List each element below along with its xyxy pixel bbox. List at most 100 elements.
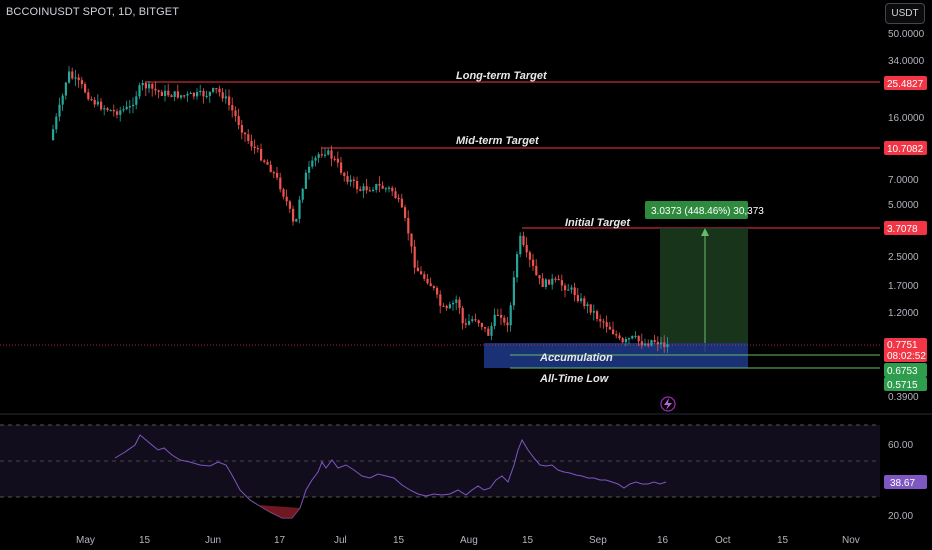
candle-body — [506, 322, 509, 326]
candle-body — [640, 341, 643, 346]
candle-body — [100, 101, 103, 110]
rsi-value-tag — [884, 475, 927, 489]
candle-body — [308, 166, 311, 173]
candle-body — [650, 340, 653, 346]
all-time-low-label: All-Time Low — [539, 373, 610, 385]
candle-body — [532, 259, 535, 266]
accumulation-price-value: 0.6753 — [887, 366, 918, 377]
candle-body — [61, 95, 64, 105]
candle-body — [432, 286, 435, 288]
time-label: Oct — [715, 535, 731, 546]
candle-body — [429, 283, 432, 287]
price-axis[interactable]: 50.0000 34.0000 16.0000 7.0000 5.0000 2.… — [888, 29, 925, 403]
candle-body — [615, 334, 618, 336]
candle-body — [196, 91, 199, 97]
candle-body — [151, 83, 154, 89]
candle-body — [484, 327, 487, 329]
time-label: May — [76, 535, 95, 546]
candle-body — [509, 305, 512, 326]
candle-body — [423, 274, 426, 279]
candle-body — [109, 110, 112, 112]
candle-body — [624, 339, 627, 343]
candle-body — [343, 172, 346, 177]
candle-body — [541, 278, 544, 287]
candle-body — [618, 335, 621, 339]
candle-body — [372, 189, 375, 192]
candle-body — [397, 198, 400, 200]
mid-term-target-label: Mid-term Target — [456, 135, 540, 147]
price-tick: 1.7000 — [888, 281, 919, 292]
candle-body — [205, 95, 208, 98]
candle-body — [237, 116, 240, 126]
candle-body — [490, 325, 493, 336]
candle-body — [471, 319, 474, 322]
candle-body — [356, 180, 359, 190]
candle-body — [164, 90, 167, 96]
price-tick: 50.0000 — [888, 29, 925, 40]
candle-body — [452, 302, 455, 305]
lightning-bolt-icon[interactable] — [660, 396, 676, 412]
candle-body — [84, 84, 87, 93]
candle-body — [448, 304, 451, 309]
candle-body — [253, 146, 256, 149]
candle-body — [426, 278, 429, 284]
candle-body — [327, 150, 330, 155]
price-tick: 16.0000 — [888, 113, 925, 124]
initial-price-value: 3.7078 — [887, 224, 918, 235]
candle-body — [221, 92, 224, 99]
candle-body — [135, 96, 138, 105]
candle-body — [58, 104, 61, 117]
price-tick: 34.0000 — [888, 56, 925, 67]
candle-body — [317, 154, 320, 158]
candle-body — [455, 299, 458, 303]
long-position-target-zone[interactable] — [660, 228, 748, 343]
time-axis[interactable]: May 15 Jun 17 Jul 15 Aug 15 Sep 16 Oct 1… — [76, 535, 860, 546]
candle-body — [637, 335, 640, 342]
time-label: 17 — [274, 535, 286, 546]
candle-body — [228, 96, 231, 106]
price-tick: 0.3900 — [888, 392, 919, 403]
candle-body — [87, 92, 90, 100]
currency-selector-button[interactable]: USDT — [885, 3, 925, 24]
candle-body — [400, 198, 403, 208]
candle-body — [250, 140, 253, 147]
candle-body — [602, 321, 605, 323]
candle-body — [528, 252, 531, 260]
candle-body — [567, 289, 570, 291]
candle-body — [247, 134, 250, 141]
candle-body — [384, 188, 387, 190]
candle-body — [608, 326, 611, 330]
time-label: Sep — [589, 535, 607, 546]
candle-body — [340, 162, 343, 173]
candle-body — [263, 160, 266, 162]
candle-body — [500, 314, 503, 318]
candle-body — [653, 340, 656, 343]
initial-price-tag — [884, 221, 927, 235]
candle-body — [208, 91, 211, 96]
candle-body — [160, 91, 163, 96]
candle-body — [285, 196, 288, 202]
time-label: 16 — [657, 535, 669, 546]
candle-body — [256, 148, 259, 150]
candle-body — [119, 110, 122, 115]
candle-body — [103, 108, 106, 110]
candle-body — [74, 77, 77, 79]
candle-body — [634, 335, 637, 338]
candle-body — [116, 111, 119, 115]
time-label: Jun — [205, 535, 221, 546]
candle-body — [352, 179, 355, 181]
candle-body — [112, 110, 115, 112]
candle-body — [282, 189, 285, 197]
candle-body — [154, 88, 157, 91]
candle-body — [330, 150, 333, 159]
candle-body — [276, 172, 279, 178]
last-price-value: 0.7751 — [887, 340, 918, 351]
candle-body — [52, 129, 55, 140]
candle-body — [368, 190, 371, 192]
candle-body — [420, 271, 423, 275]
candle-body — [660, 342, 663, 345]
rsi-line — [114, 434, 667, 519]
candle-body — [375, 184, 378, 190]
long-term-price-tag — [884, 76, 927, 90]
